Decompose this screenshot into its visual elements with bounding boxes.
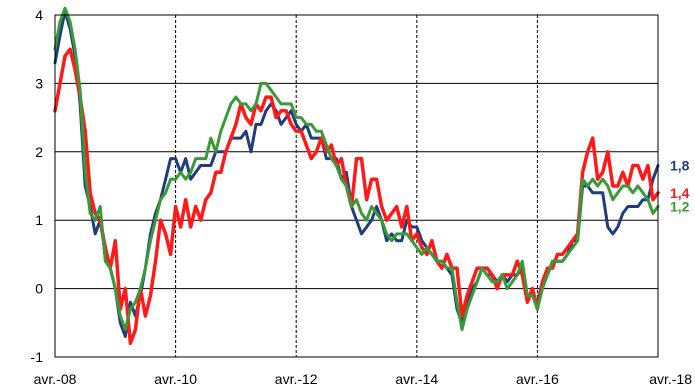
y-tick-label: 1: [35, 212, 43, 228]
series-line: [53, 6, 660, 332]
x-tick-label: avr.-10: [154, 371, 197, 387]
y-tick-label: 2: [35, 144, 43, 160]
grid-lines: [55, 14, 658, 358]
plot-frame: [54, 14, 659, 358]
x-tick-label: avr.-08: [34, 371, 77, 387]
y-tick-label: 0: [35, 281, 43, 297]
x-tick-label: avr.-14: [395, 371, 438, 387]
x-tick-label: avr.-12: [275, 371, 318, 387]
series-lines: [53, 6, 660, 346]
series-end-labels: 1,8 1,41,2: [670, 157, 690, 214]
x-tick-label: avr.-16: [516, 371, 559, 387]
y-tick-label: 3: [35, 75, 43, 91]
series-end-label: 1,8: [670, 157, 690, 173]
series-end-label: 1,2: [670, 199, 690, 215]
series-end-label: 1,4: [670, 185, 690, 201]
y-tick-label: 4: [35, 7, 43, 23]
y-axis-tick-labels: -1 0 1 2 3 4: [31, 7, 44, 365]
y-tick-label: -1: [31, 349, 44, 365]
x-tick-label: avr.-18: [649, 371, 692, 387]
series-line: [53, 47, 660, 346]
x-axis-tick-labels: avr.-08 avr.-10 avr.-12 avr.-14 avr.-16 avr.-…: [34, 371, 693, 387]
